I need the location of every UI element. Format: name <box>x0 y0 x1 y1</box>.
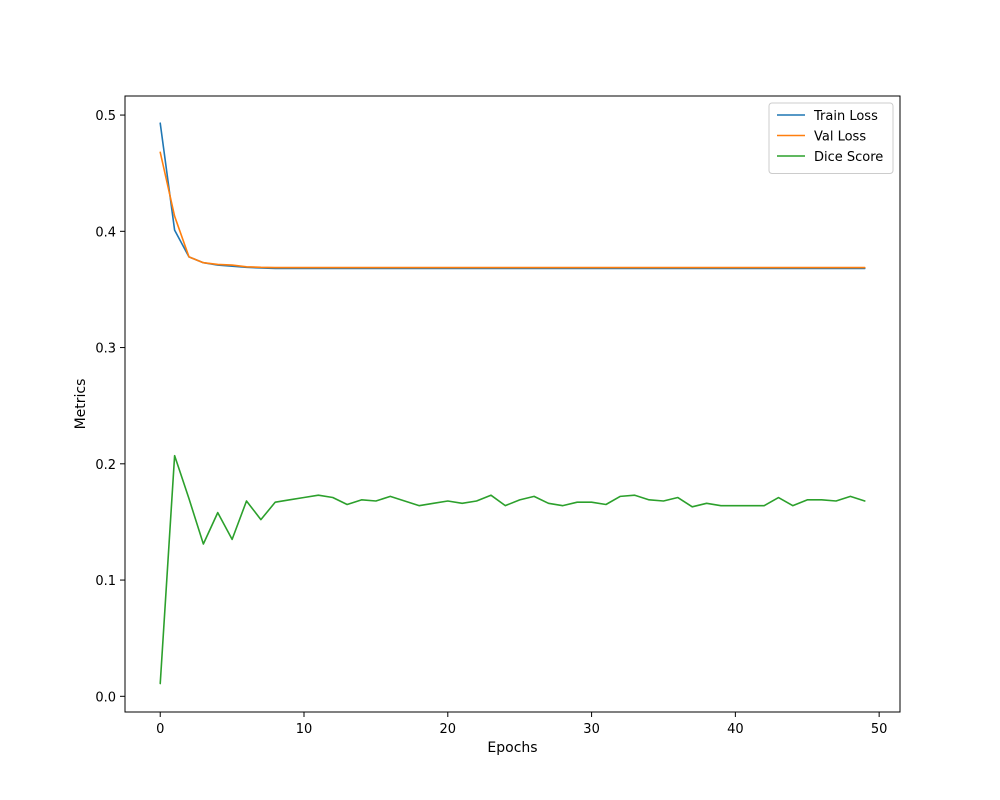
y-tick-label: 0.4 <box>95 225 116 240</box>
legend-label-dice-score: Dice Score <box>814 150 883 165</box>
y-axis-ticks: 0.0 0.1 0.2 0.3 0.4 0.5 <box>95 109 125 705</box>
plot-area <box>125 96 900 712</box>
y-axis-label: Metrics <box>73 379 89 430</box>
y-tick-label: 0.2 <box>95 458 116 473</box>
plot-frame <box>124 95 901 713</box>
x-axis-label: Epochs <box>487 740 537 756</box>
x-tick-label: 40 <box>727 722 744 737</box>
x-tick-label: 0 <box>156 722 164 737</box>
series-line-dice-score <box>159 454 866 685</box>
x-tick-label: 20 <box>440 722 457 737</box>
series-line-val-loss <box>159 151 866 269</box>
x-tick-label: 50 <box>871 722 888 737</box>
legend-label-train-loss: Train Loss <box>813 109 878 124</box>
legend: Train Loss Val Loss Dice Score <box>768 102 894 174</box>
y-tick-label: 0.1 <box>95 574 116 589</box>
x-axis-ticks: 0 10 20 30 40 50 <box>156 712 887 737</box>
series-line-train-loss <box>159 122 866 270</box>
legend-label-val-loss: Val Loss <box>814 130 866 145</box>
x-tick-label: 10 <box>296 722 313 737</box>
series-layer <box>159 122 866 685</box>
y-tick-label: 0.5 <box>95 109 116 124</box>
x-tick-label: 30 <box>583 722 600 737</box>
y-tick-label: 0.0 <box>95 690 116 705</box>
y-tick-label: 0.3 <box>95 342 116 357</box>
